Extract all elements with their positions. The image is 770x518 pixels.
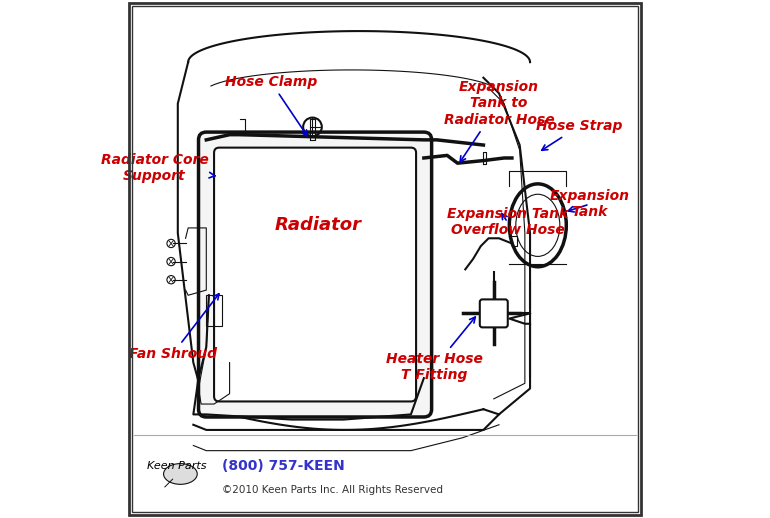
FancyBboxPatch shape	[214, 148, 416, 401]
Text: Expansion Tank
Overflow Hose: Expansion Tank Overflow Hose	[447, 207, 568, 237]
Text: Keen Parts: Keen Parts	[147, 461, 206, 471]
Text: Hose Strap: Hose Strap	[536, 119, 622, 150]
Text: Expansion
Tank: Expansion Tank	[550, 189, 630, 219]
Ellipse shape	[163, 464, 197, 484]
Text: Fan Shroud: Fan Shroud	[129, 294, 219, 361]
FancyBboxPatch shape	[199, 132, 432, 417]
Text: ©2010 Keen Parts Inc. All Rights Reserved: ©2010 Keen Parts Inc. All Rights Reserve…	[222, 484, 443, 495]
Text: Radiator Core
Support: Radiator Core Support	[101, 153, 215, 183]
Text: Radiator: Radiator	[274, 217, 361, 234]
FancyBboxPatch shape	[480, 299, 507, 327]
Text: Expansion
Tank to
Radiator Hose: Expansion Tank to Radiator Hose	[444, 80, 554, 162]
Text: Heater Hose
T Fitting: Heater Hose T Fitting	[386, 317, 483, 382]
Text: Hose Clamp: Hose Clamp	[225, 75, 317, 136]
Text: (800) 757-KEEN: (800) 757-KEEN	[222, 459, 345, 473]
